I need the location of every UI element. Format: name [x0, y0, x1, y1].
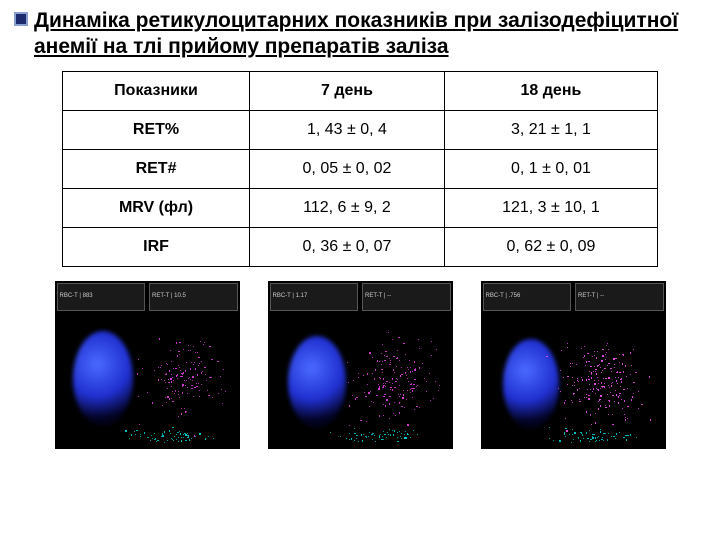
magenta-scatter: [125, 321, 235, 441]
magenta-scatter: [541, 321, 661, 441]
value-cell: 0, 36 ± 0, 07: [249, 227, 445, 266]
cyan-scatter: [105, 426, 225, 446]
value-cell: 1, 43 ± 0, 4: [249, 110, 445, 149]
title-row: Динаміка ретикулоцитарних показників при…: [14, 8, 706, 61]
param-cell: RET%: [63, 110, 249, 149]
magenta-scatter: [333, 321, 448, 441]
table-row: IRF0, 36 ± 0, 070, 62 ± 0, 09: [63, 227, 657, 266]
value-cell: 121, 3 ± 10, 1: [445, 188, 657, 227]
bullet-icon: [14, 12, 28, 26]
slide: Динаміка ретикулоцитарних показників при…: [0, 0, 720, 540]
cyan-scatter: [531, 426, 651, 446]
legend-left: RBC-T | 1.17: [270, 283, 359, 311]
blue-cluster: [73, 331, 133, 426]
legend-right: RET-T | 10.5: [149, 283, 238, 311]
legend-right: RET-T | --: [362, 283, 451, 311]
scatter-plot: RBC-T | 1.17RET-T | --: [268, 281, 453, 449]
legend-right: RET-T | --: [575, 283, 664, 311]
table-row: RET%1, 43 ± 0, 43, 21 ± 1, 1: [63, 110, 657, 149]
table-header-row: Показники 7 день 18 день: [63, 71, 657, 110]
scatter-plot: RBC-T | 883RET-T | 10.5: [55, 281, 240, 449]
value-cell: 3, 21 ± 1, 1: [445, 110, 657, 149]
legend-left: RBC-T | 883: [57, 283, 146, 311]
page-title: Динаміка ретикулоцитарних показників при…: [34, 8, 706, 61]
param-cell: IRF: [63, 227, 249, 266]
value-cell: 0, 62 ± 0, 09: [445, 227, 657, 266]
legend-left: RBC-T | .756: [483, 283, 572, 311]
col-header-2: 18 день: [445, 71, 657, 110]
col-header-0: Показники: [63, 71, 249, 110]
charts-row: RBC-T | 883RET-T | 10.5RBC-T | 1.17RET-T…: [14, 281, 706, 449]
scatter-plot: RBC-T | .756RET-T | --: [481, 281, 666, 449]
data-table: Показники 7 день 18 день RET%1, 43 ± 0, …: [62, 71, 657, 267]
param-cell: RET#: [63, 149, 249, 188]
cyan-scatter: [318, 426, 438, 446]
col-header-1: 7 день: [249, 71, 445, 110]
value-cell: 0, 05 ± 0, 02: [249, 149, 445, 188]
table-row: RET#0, 05 ± 0, 020, 1 ± 0, 01: [63, 149, 657, 188]
param-cell: MRV (фл): [63, 188, 249, 227]
table-row: MRV (фл)112, 6 ± 9, 2121, 3 ± 10, 1: [63, 188, 657, 227]
value-cell: 112, 6 ± 9, 2: [249, 188, 445, 227]
value-cell: 0, 1 ± 0, 01: [445, 149, 657, 188]
